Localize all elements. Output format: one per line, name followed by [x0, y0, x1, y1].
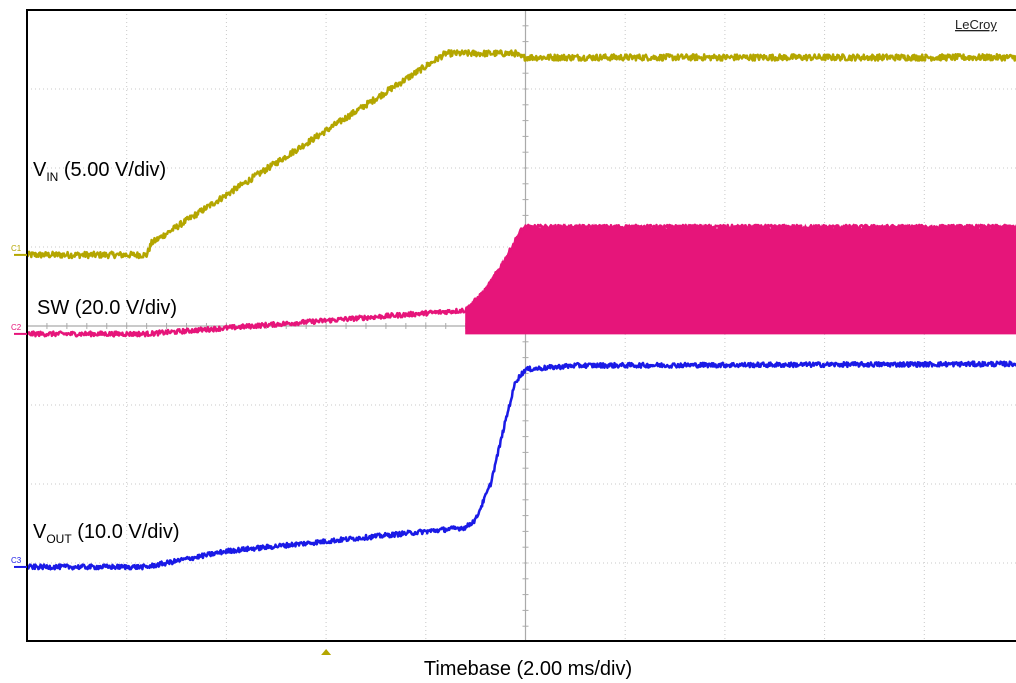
trace-c1 [25, 49, 1016, 260]
trace-labels: VIN (5.00 V/div) SW (20.0 V/div) VOUT (10.… [33, 159, 180, 546]
trace-c3 [26, 360, 1016, 571]
trace-label-c2: SW (20.0 V/div) [37, 297, 177, 319]
trace-c2-switching-band [465, 223, 1016, 335]
x-axis-label: Timebase (2.00 ms/div) [424, 658, 632, 680]
channel-marker-c3: C3 [11, 556, 22, 565]
channel-marker-c2: C2 [11, 323, 22, 332]
channel-marker-c1: C1 [11, 244, 22, 253]
channel-markers: C1 C2 C3 [11, 244, 27, 568]
trigger-position-marker [321, 649, 332, 655]
trace-label-c1: VIN (5.00 V/div) [33, 159, 166, 184]
plot-frame [26, 9, 1016, 642]
trace-label-c3: VOUT (10.0 V/div) [33, 521, 180, 546]
brand-logo: LeCroy [955, 17, 997, 32]
traces [25, 49, 1016, 571]
